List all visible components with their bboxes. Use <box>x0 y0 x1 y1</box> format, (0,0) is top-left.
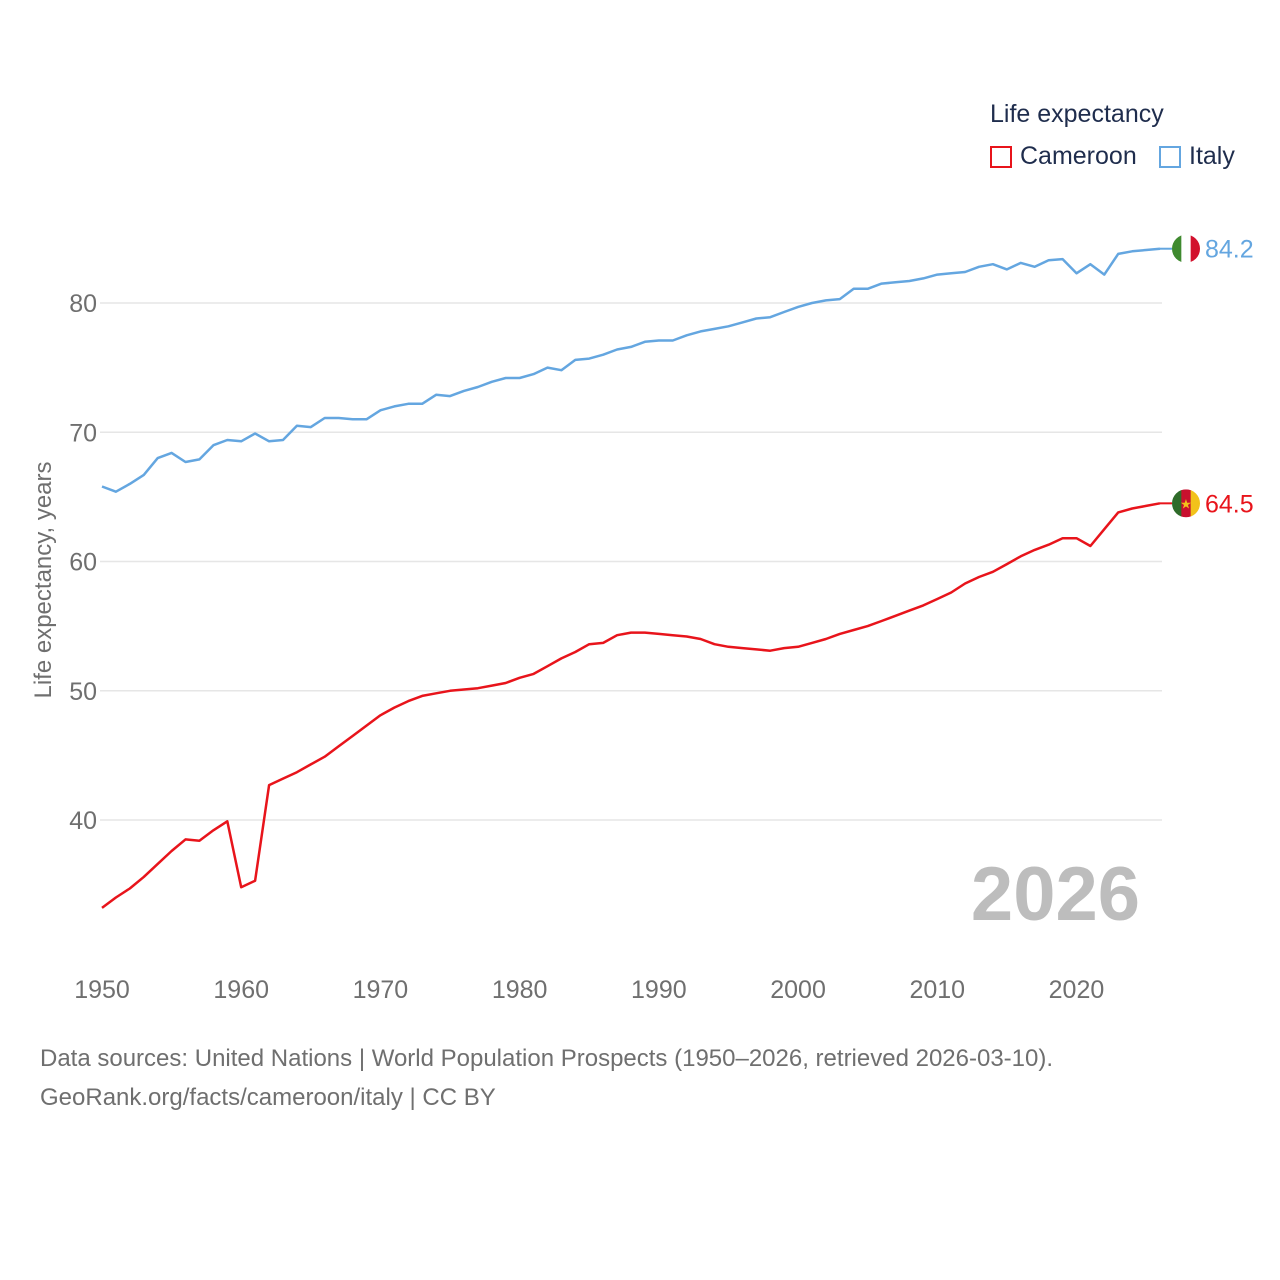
legend-swatch-italy <box>1159 145 1181 168</box>
legend-title: Life expectancy <box>990 100 1164 128</box>
legend-label-cameroon: Cameroon <box>1020 142 1137 170</box>
y-tick-label: 40 <box>69 807 97 835</box>
x-tick-label: 2020 <box>1049 976 1105 1004</box>
year-watermark: 2026 <box>971 852 1140 937</box>
italy-flag-icon <box>1172 234 1200 263</box>
legend-swatch-cameroon <box>990 145 1012 168</box>
x-tick-label: 2010 <box>909 976 965 1004</box>
x-tick-label: 1990 <box>631 976 687 1004</box>
x-tick-label: 1980 <box>492 976 548 1004</box>
y-tick-label: 70 <box>69 419 97 447</box>
end-value-label-italy: 84.2 <box>1205 236 1254 264</box>
source-line-1: Data sources: United Nations | World Pop… <box>40 1045 1054 1072</box>
y-tick-label: 60 <box>69 549 97 577</box>
cameroon-flag-icon: ★ <box>1172 489 1200 518</box>
x-tick-label: 1970 <box>353 976 409 1004</box>
legend-item-italy[interactable]: Italy <box>1159 142 1235 171</box>
legend-label-italy: Italy <box>1189 142 1235 170</box>
x-tick-label: 1950 <box>74 976 130 1004</box>
x-tick-label: 1960 <box>213 976 269 1004</box>
y-axis-label: Life expectancy, years <box>30 461 57 698</box>
legend-item-cameroon[interactable]: Cameroon <box>990 142 1137 171</box>
svg-text:★: ★ <box>1180 497 1192 512</box>
series-line-italy[interactable] <box>101 247 1161 493</box>
source-line-2[interactable]: GeoRank.org/facts/cameroon/italy | CC BY <box>40 1084 496 1111</box>
end-value-label-cameroon: 64.5 <box>1205 490 1254 518</box>
y-tick-label: 80 <box>69 290 97 318</box>
y-tick-label: 50 <box>69 678 97 706</box>
x-tick-label: 2000 <box>770 976 826 1004</box>
series-line-cameroon[interactable] <box>101 502 1161 909</box>
